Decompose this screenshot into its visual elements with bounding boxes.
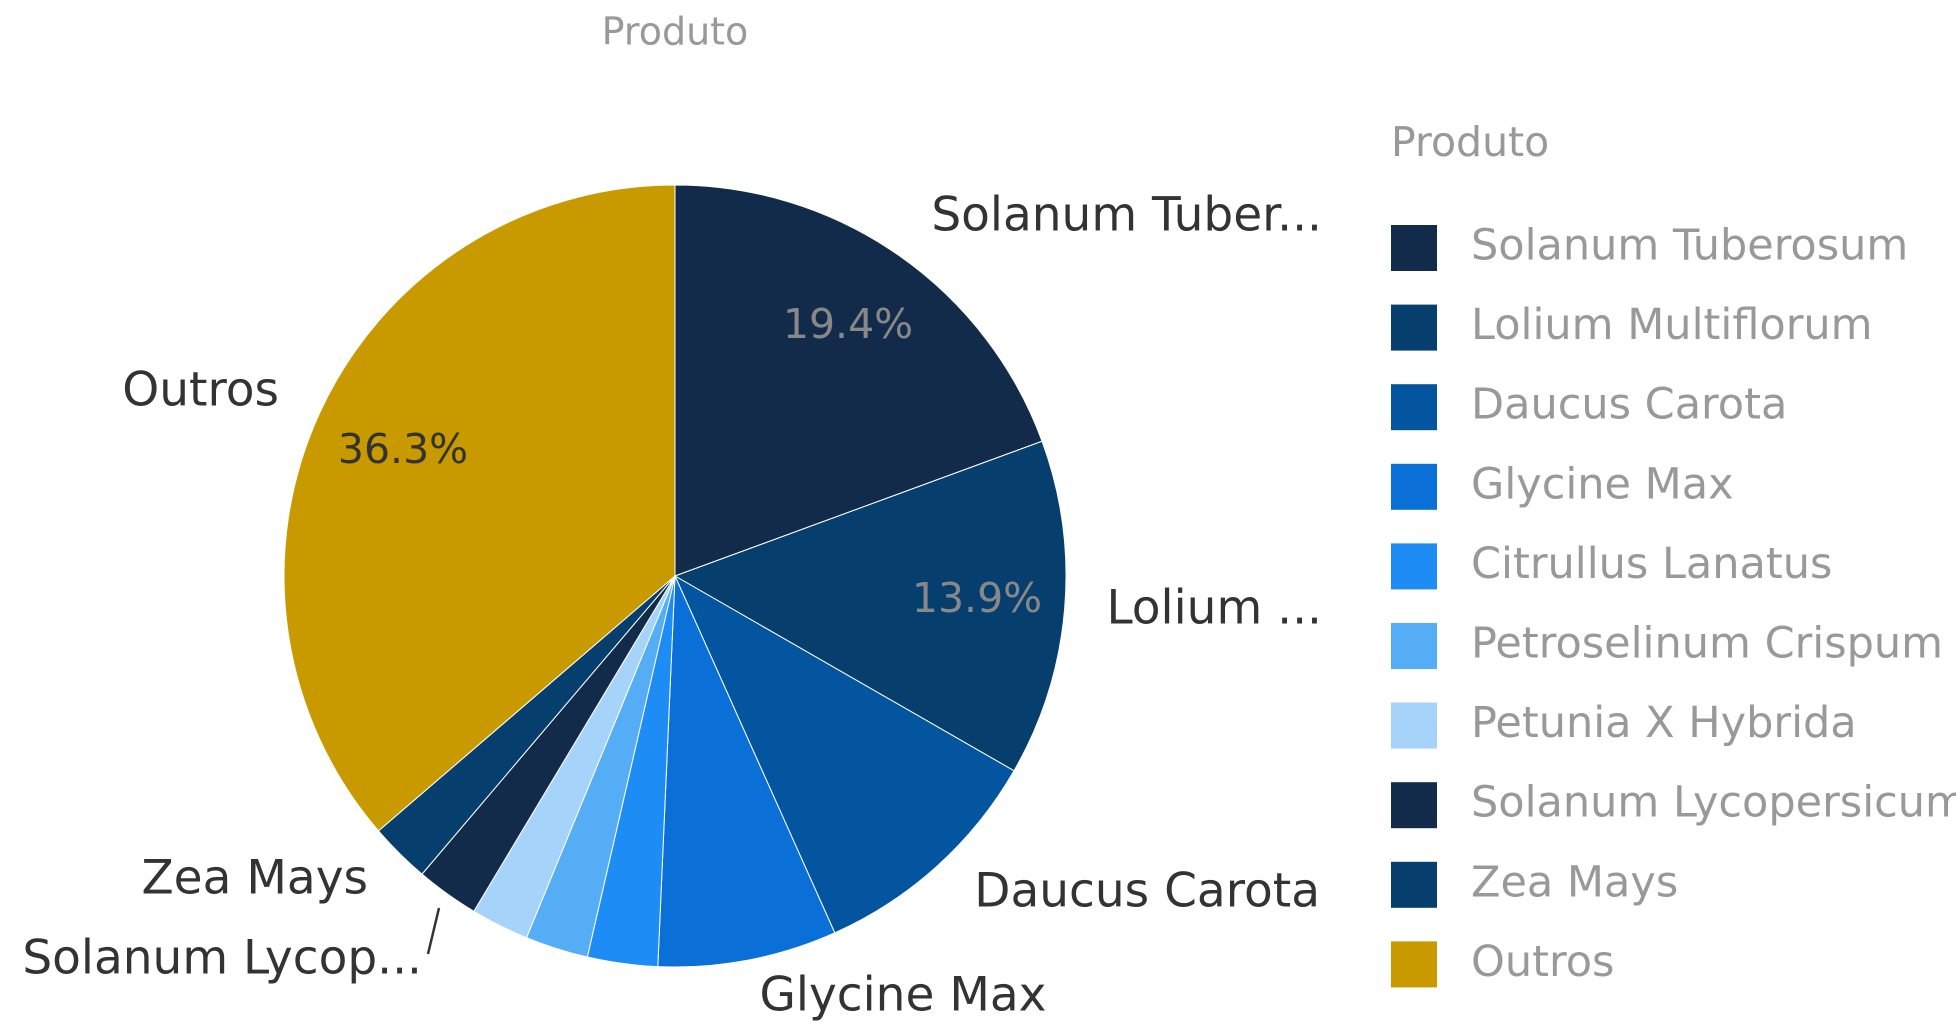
legend-swatch xyxy=(1391,623,1437,669)
chart-title: Produto xyxy=(602,10,749,54)
slice-label: Solanum Lycop... xyxy=(22,931,422,986)
value-label: 13.9% xyxy=(912,574,1042,622)
legend-label: Glycine Max xyxy=(1471,459,1734,509)
legend-label: Zea Mays xyxy=(1471,857,1678,907)
slice-label: Daucus Carota xyxy=(974,864,1320,919)
slice-label: Glycine Max xyxy=(759,968,1046,1023)
pie-slice xyxy=(283,184,676,832)
legend-swatch xyxy=(1391,702,1437,749)
legend-label: Petroselinum Crispum xyxy=(1471,619,1943,669)
value-label: 19.4% xyxy=(783,300,913,348)
legend-swatch xyxy=(1391,941,1437,988)
pie-slice xyxy=(673,574,1015,934)
slice-label: Solanum Tuber... xyxy=(931,188,1322,243)
legend-swatch xyxy=(1391,304,1437,351)
legend-label: Solanum Lycopersicum xyxy=(1471,778,1956,828)
pie-slice xyxy=(674,184,1043,577)
legend-swatch xyxy=(1391,225,1437,271)
slice-label: Outros xyxy=(122,363,279,418)
pie-slice xyxy=(657,575,836,968)
legend-label: Daucus Carota xyxy=(1471,380,1787,430)
legend-swatch xyxy=(1391,384,1437,431)
leader-line xyxy=(426,907,441,955)
legend-swatch xyxy=(1391,782,1437,829)
slice-label: Lolium ... xyxy=(1106,581,1322,636)
slice-label: Zea Mays xyxy=(141,851,368,906)
legend-swatch xyxy=(1391,543,1437,590)
legend-title: Produto xyxy=(1391,118,1549,166)
legend-label: Citrullus Lanatus xyxy=(1471,539,1832,589)
legend-label: Solanum Tuberosum xyxy=(1471,221,1908,271)
legend-label: Lolium Multiflorum xyxy=(1471,300,1873,350)
pie-slice xyxy=(673,440,1067,772)
legend-label: Outros xyxy=(1471,937,1614,987)
legend-label: Petunia X Hybrida xyxy=(1471,698,1857,748)
legend-swatch xyxy=(1391,463,1437,510)
legend-swatch xyxy=(1391,861,1437,908)
value-label: 36.3% xyxy=(338,425,468,473)
